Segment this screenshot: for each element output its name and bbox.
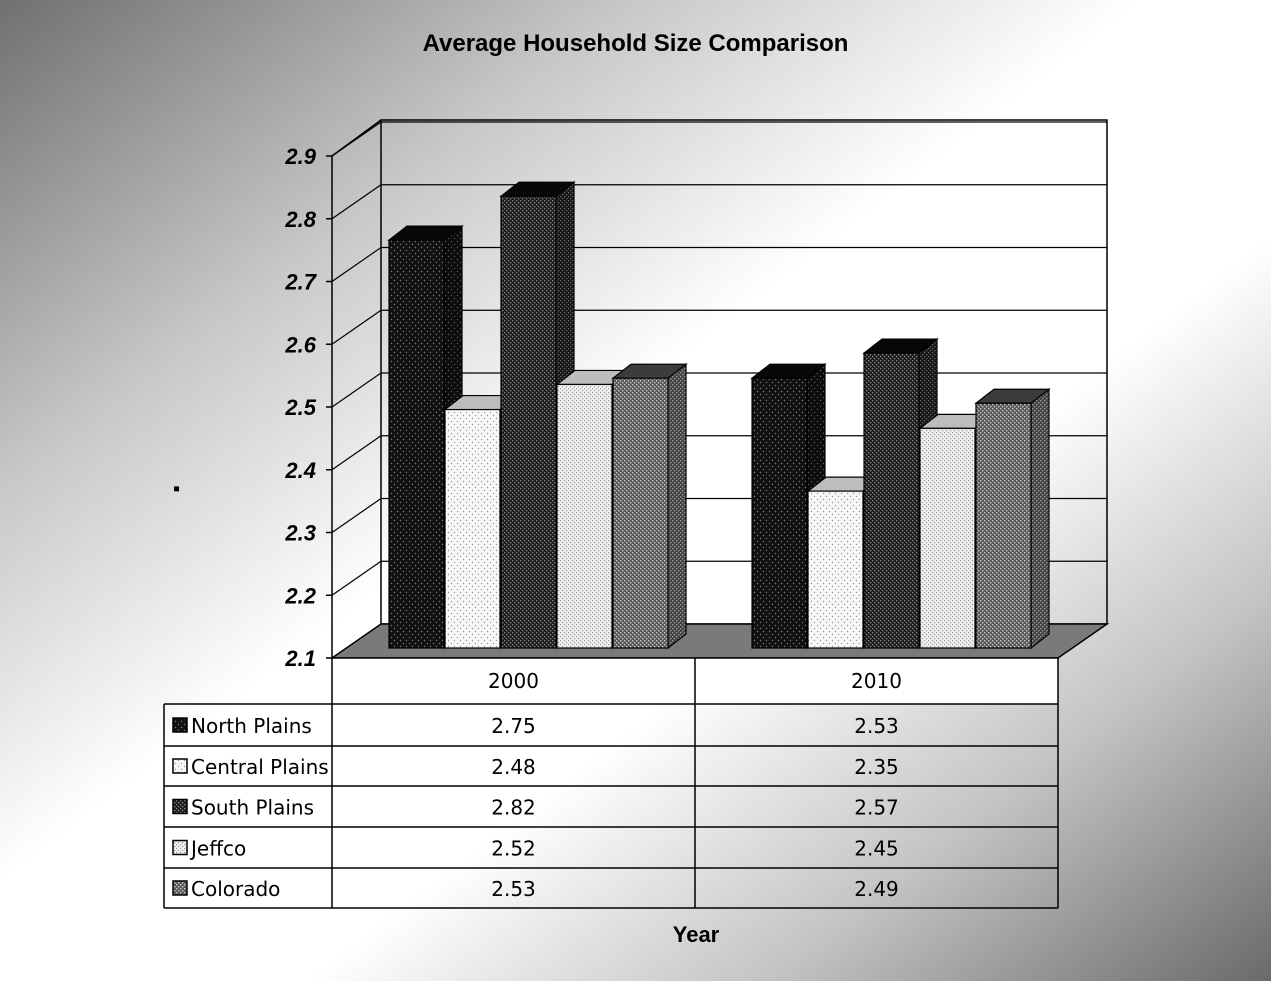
- x-axis-title: Year: [672, 922, 720, 947]
- y-tick-label: 2.4: [284, 458, 316, 483]
- bar-side-shade: [668, 364, 686, 648]
- data-value: 2.57: [854, 796, 899, 820]
- legend-label: Colorado: [191, 877, 280, 901]
- data-value: 2.45: [854, 837, 899, 861]
- y-tick-label: 2.8: [284, 207, 316, 232]
- y-tick-label: 2.5: [284, 395, 316, 420]
- data-table: 2000 2010 North Plains 2.75 2.53 Central Plai…: [163, 657, 1059, 909]
- gridline-side: [331, 498, 382, 533]
- y-tick-label: 2.2: [284, 583, 316, 608]
- gridline-side: [331, 372, 382, 408]
- bar: [863, 352, 920, 649]
- bar: [975, 402, 1032, 649]
- legend-label: Central Plains: [191, 755, 329, 779]
- bar: [751, 377, 808, 649]
- bar: [919, 427, 976, 649]
- gridline-side: [331, 121, 382, 157]
- bar: [388, 239, 445, 649]
- y-tick-label: 2.1: [284, 646, 316, 671]
- data-value: 2.35: [854, 755, 899, 779]
- legend-key: [172, 839, 188, 856]
- data-value: 2.53: [491, 877, 536, 901]
- legend-key: [172, 717, 188, 733]
- data-value: 2.52: [491, 837, 536, 861]
- legend-key: [172, 880, 188, 896]
- gridline-side: [331, 435, 382, 471]
- gridline-side: [331, 309, 382, 345]
- y-tick-label: 2.9: [284, 144, 316, 169]
- bar: [444, 408, 501, 649]
- legend-key: [172, 798, 188, 815]
- bar-side-shade: [1031, 389, 1049, 648]
- legend-label: Jeffco: [189, 837, 246, 861]
- data-value: 2.82: [491, 796, 536, 820]
- gridline-side: [331, 247, 382, 282]
- category-label: 2010: [851, 669, 902, 693]
- y-axis-label-glyph: ▪: [173, 478, 181, 500]
- legend-key: [172, 758, 188, 774]
- chart-title: Average Household Size Comparison: [422, 30, 849, 57]
- data-value: 2.75: [491, 714, 536, 738]
- gridline-side: [331, 560, 382, 596]
- bar: [807, 490, 864, 649]
- legend-label: South Plains: [191, 796, 314, 820]
- y-tick-label: 2.3: [284, 521, 316, 546]
- y-tick-label: 2.6: [284, 332, 316, 357]
- bar: [500, 195, 557, 649]
- data-value: 2.49: [854, 877, 899, 901]
- data-value: 2.48: [491, 755, 536, 779]
- legend-label: North Plains: [191, 714, 312, 738]
- bar: [612, 377, 669, 649]
- gridline-side: [331, 184, 382, 220]
- bar: [556, 383, 613, 649]
- category-label: 2000: [488, 669, 539, 693]
- data-value: 2.53: [854, 714, 899, 738]
- y-tick-label: 2.7: [284, 270, 317, 295]
- plot-area: 2.1 2.2 2.3 2.4 2.5 2.6 2.7 2.8 2.9: [284, 119, 1110, 671]
